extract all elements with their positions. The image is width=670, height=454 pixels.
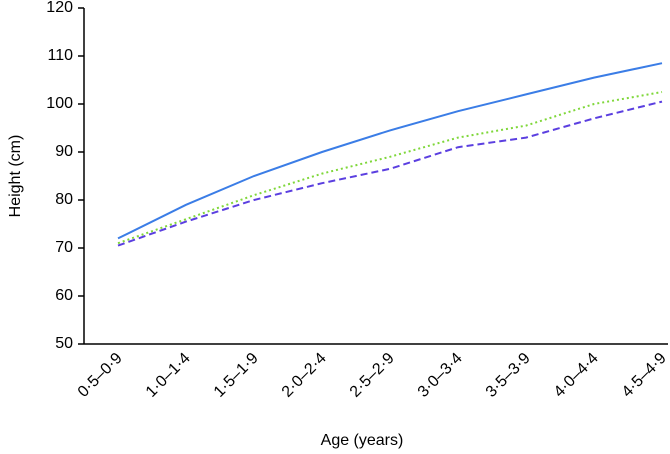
x-tick-label: 4·0–4·4 bbox=[551, 350, 602, 401]
y-tick-label: 120 bbox=[46, 0, 73, 16]
x-tick-label: 1·5–1·9 bbox=[211, 350, 262, 401]
x-tick-label: 3·5–3·9 bbox=[483, 350, 534, 401]
y-tick-label: 90 bbox=[55, 143, 73, 160]
y-tick-label: 60 bbox=[55, 287, 73, 304]
x-tick-label: 4·5–4·9 bbox=[619, 350, 670, 401]
line-series bbox=[117, 91, 663, 245]
y-tick-label: 80 bbox=[55, 191, 73, 208]
x-axis-label: Age (years) bbox=[321, 432, 404, 449]
y-tick-label: 110 bbox=[47, 47, 73, 64]
x-tick-label: 2·0–2·4 bbox=[279, 350, 330, 401]
x-tick-label: 2·5–2·9 bbox=[347, 350, 398, 401]
y-tick-label: 50 bbox=[55, 335, 73, 352]
x-tick-label: 1·0–1·4 bbox=[143, 350, 194, 401]
y-axis-label: Height (cm) bbox=[7, 135, 24, 218]
x-tick-label: 3·0–3·4 bbox=[415, 350, 466, 401]
y-tick-label: 100 bbox=[46, 95, 73, 112]
line-series bbox=[117, 62, 663, 240]
y-tick-label: 70 bbox=[55, 239, 73, 256]
line-series bbox=[117, 100, 663, 247]
x-tick-label: 0·5–0·9 bbox=[75, 350, 126, 401]
